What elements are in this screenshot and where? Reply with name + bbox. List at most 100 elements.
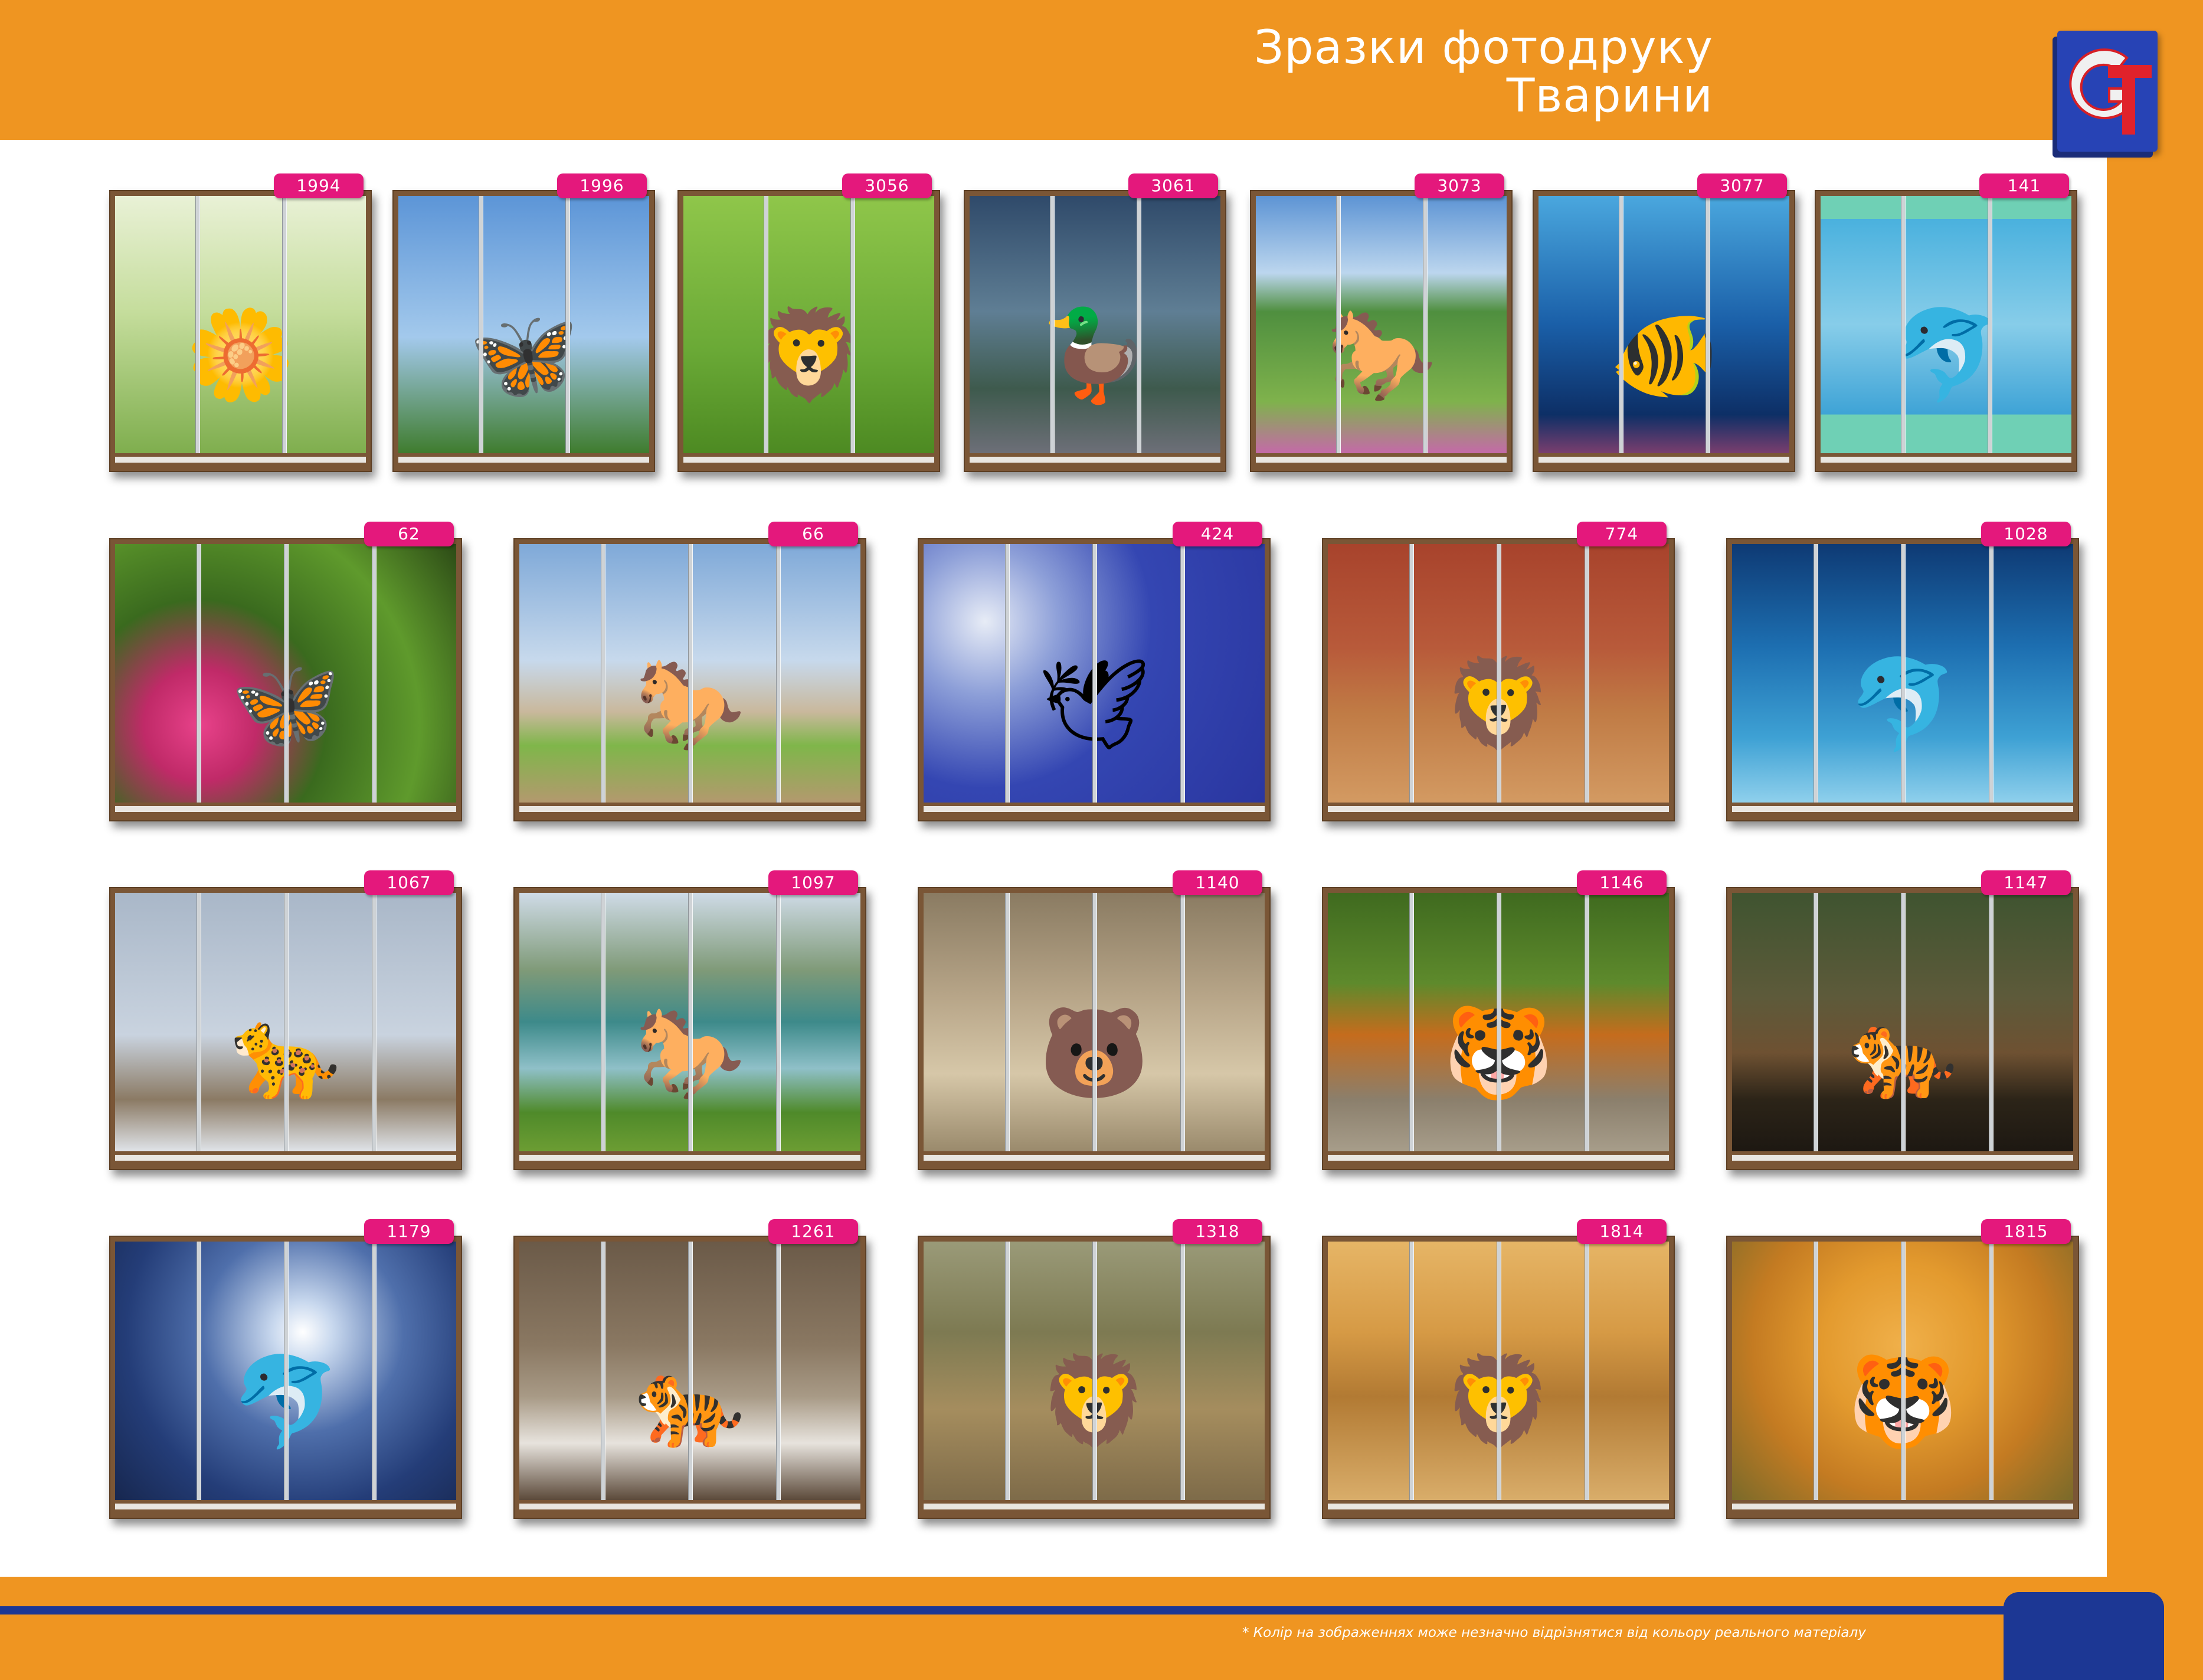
wardrobe-frame: 🐬 xyxy=(1726,538,2079,821)
sample-tile[interactable]: 🦋 1996 xyxy=(392,173,655,472)
sample-tile[interactable]: 🦁 1814 xyxy=(1322,1219,1675,1519)
door-divider xyxy=(775,893,781,1151)
daisy-icon: 🌼 xyxy=(185,304,296,407)
sample-tile[interactable]: 🐅 1147 xyxy=(1726,870,2079,1170)
sample-code-badge: 424 xyxy=(1173,522,1262,546)
sample-tile[interactable]: 🕊 424 xyxy=(918,522,1271,821)
wardrobe-frame: 🌼 xyxy=(109,190,372,472)
sample-tile[interactable]: 🦁 1318 xyxy=(918,1219,1271,1519)
goose-icon: 🦆 xyxy=(1040,304,1150,407)
bottom-rail xyxy=(519,1155,860,1161)
sample-tile[interactable]: 🦋 62 xyxy=(109,522,462,821)
sample-code-badge: 1318 xyxy=(1173,1219,1262,1244)
bottom-rail xyxy=(519,806,860,812)
sample-code-badge: 1140 xyxy=(1173,870,1262,895)
sample-code-badge: 141 xyxy=(1979,173,2069,198)
bottom-rail xyxy=(683,457,934,463)
wardrobe-frame: 🦆 xyxy=(964,190,1226,472)
sample-tile[interactable]: 🐯 1146 xyxy=(1322,870,1675,1170)
photo-panel: 🐠 xyxy=(1539,196,1789,453)
door-divider xyxy=(1180,893,1185,1151)
door-divider xyxy=(281,196,287,453)
door-divider xyxy=(1988,1242,1993,1500)
door-divider xyxy=(1618,196,1623,453)
sample-code-badge: 3077 xyxy=(1697,173,1787,198)
sample-tile[interactable]: 🐻 1140 xyxy=(918,870,1271,1170)
door-divider xyxy=(688,544,693,803)
bottom-rail xyxy=(1328,806,1669,812)
door-divider xyxy=(1092,544,1097,803)
bottom-rail xyxy=(970,457,1220,463)
wardrobe-frame: 🐎 xyxy=(1250,190,1513,472)
bottom-rail xyxy=(519,1504,860,1509)
sample-code-badge: 1996 xyxy=(557,173,647,198)
sample-tile[interactable]: 🌼 1994 xyxy=(109,173,372,472)
wardrobe-frame: 🦋 xyxy=(109,538,462,821)
page-title: Зразки фотодруку Тварини xyxy=(1254,24,1713,120)
bottom-rail xyxy=(1256,457,1507,463)
bottom-rail xyxy=(115,1155,456,1161)
bottom-rail xyxy=(1539,457,1789,463)
door-divider xyxy=(688,893,693,1151)
wardrobe-frame: 🦁 xyxy=(1322,538,1675,821)
sample-tile[interactable]: 🦁 774 xyxy=(1322,522,1675,821)
sample-code-badge: 1179 xyxy=(364,1219,454,1244)
door-divider xyxy=(565,196,570,453)
door-divider xyxy=(1813,544,1818,803)
sample-code-badge: 1994 xyxy=(274,173,364,198)
door-divider xyxy=(1497,544,1501,803)
wardrobe-frame: 🐻 xyxy=(918,887,1271,1170)
door-divider xyxy=(284,1242,289,1500)
door-divider xyxy=(1180,1242,1185,1500)
sample-code-badge: 3061 xyxy=(1128,173,1218,198)
title-line-1: Зразки фотодруку xyxy=(1254,21,1713,74)
header-bar xyxy=(0,0,2203,140)
bottom-rail xyxy=(398,457,649,463)
door-divider xyxy=(284,893,289,1151)
wardrobe-frame: 🐆 xyxy=(109,887,462,1170)
door-divider xyxy=(371,893,377,1151)
door-divider xyxy=(196,893,201,1151)
door-divider xyxy=(1813,1242,1818,1500)
sample-tile[interactable]: 🐎 66 xyxy=(513,522,866,821)
sample-code-badge: 1146 xyxy=(1577,870,1667,895)
wardrobe-frame: 🐅 xyxy=(1726,887,2079,1170)
wardrobe-frame: 🐅 xyxy=(513,1236,866,1519)
sample-code-badge: 1097 xyxy=(768,870,858,895)
door-divider xyxy=(1901,893,1906,1151)
bottom-rail xyxy=(924,806,1265,812)
door-divider xyxy=(196,544,201,803)
footer-bar xyxy=(0,1577,2203,1680)
door-divider xyxy=(688,1242,693,1500)
door-divider xyxy=(478,196,483,453)
sample-tile[interactable]: 🐎 3073 xyxy=(1250,173,1513,472)
sample-code-badge: 774 xyxy=(1577,522,1667,546)
sample-tile[interactable]: 🐅 1261 xyxy=(513,1219,866,1519)
sample-tile[interactable]: 🐬 1028 xyxy=(1726,522,2079,821)
door-divider xyxy=(850,196,855,453)
door-divider xyxy=(1004,893,1010,1151)
door-divider xyxy=(1092,893,1097,1151)
door-divider xyxy=(1705,196,1710,453)
sample-code-badge: 3056 xyxy=(842,173,932,198)
door-divider xyxy=(763,196,768,453)
sample-tile[interactable]: 🐬 1179 xyxy=(109,1219,462,1519)
bottom-rail xyxy=(1732,1504,2073,1509)
wardrobe-frame: 🐎 xyxy=(513,538,866,821)
sample-tile[interactable]: 🐠 3077 xyxy=(1533,173,1795,472)
door-divider xyxy=(1900,196,1906,453)
door-divider xyxy=(775,544,781,803)
door-divider xyxy=(1497,1242,1501,1500)
bottom-rail xyxy=(115,1504,456,1509)
sample-tile[interactable]: 🦆 3061 xyxy=(964,173,1226,472)
sample-tile[interactable]: 🐯 1815 xyxy=(1726,1219,2079,1519)
sample-tile[interactable]: 🦁 3056 xyxy=(677,173,940,472)
bottom-rail xyxy=(1732,806,2073,812)
door-divider xyxy=(371,544,377,803)
door-divider xyxy=(195,196,200,453)
sample-tile[interactable]: 🐎 1097 xyxy=(513,870,866,1170)
photo-panel: 🌼 xyxy=(115,196,366,453)
sample-tile[interactable]: 🐬 141 xyxy=(1815,173,2077,472)
sample-tile[interactable]: 🐆 1067 xyxy=(109,870,462,1170)
door-divider xyxy=(775,1242,781,1500)
